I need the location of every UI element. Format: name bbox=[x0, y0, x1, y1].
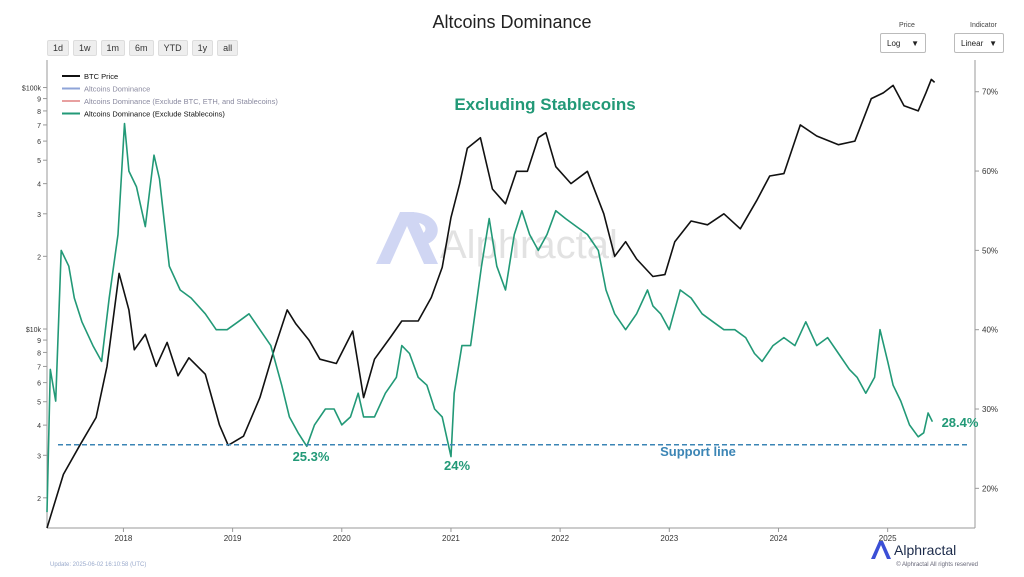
range-button-1m[interactable]: 1m bbox=[100, 40, 126, 56]
left-tick-label: 5 bbox=[37, 158, 41, 165]
x-tick-label: 2018 bbox=[115, 534, 133, 543]
left-tick-label: 9 bbox=[37, 338, 41, 345]
x-tick-label: 2019 bbox=[224, 534, 242, 543]
update-timestamp: Update: 2025-06-02 16:10:58 (UTC) bbox=[50, 562, 147, 568]
left-tick-label: 7 bbox=[37, 123, 41, 130]
left-tick-label: 7 bbox=[37, 364, 41, 371]
indicator-scale-value: Linear bbox=[961, 38, 984, 48]
indicator-scale-select[interactable]: Linear ▼ bbox=[954, 33, 1004, 53]
x-tick-label: 2025 bbox=[879, 534, 897, 543]
x-tick-label: 2020 bbox=[333, 534, 351, 543]
legend-item: Altcoins Dominance (Exclude Stablecoins) bbox=[84, 110, 225, 119]
altcoin-dominance-ex-stable-line bbox=[46, 122, 934, 513]
indicator-scale-label: Indicator bbox=[970, 22, 997, 29]
headline-annotation: Excluding Stablecoins bbox=[454, 95, 635, 114]
left-tick-label: $10k bbox=[26, 327, 42, 334]
watermark: Alphractal bbox=[376, 212, 618, 267]
left-tick-label: 2 bbox=[37, 254, 41, 261]
left-tick-label: 6 bbox=[37, 139, 41, 146]
range-button-all[interactable]: all bbox=[217, 40, 239, 56]
x-tick-label: 2021 bbox=[442, 534, 460, 543]
price-scale-label: Price bbox=[899, 22, 915, 29]
right-tick-label: 40% bbox=[982, 326, 998, 335]
x-tick-label: 2022 bbox=[551, 534, 569, 543]
left-tick-label: 4 bbox=[37, 423, 41, 430]
right-tick-label: 60% bbox=[982, 167, 998, 176]
legend-item: Altcoins Dominance (Exclude BTC, ETH, an… bbox=[84, 97, 278, 106]
chevron-down-icon: ▼ bbox=[911, 38, 919, 48]
left-tick-label: 5 bbox=[37, 400, 41, 407]
support-annotation: Support line bbox=[660, 444, 736, 459]
left-tick-label: 4 bbox=[37, 182, 41, 189]
left-tick-label: 8 bbox=[37, 109, 41, 116]
legend: BTC Price Altcoins Dominance Altcoins Domi… bbox=[62, 72, 278, 119]
btc-price-line bbox=[46, 78, 936, 529]
chevron-down-icon: ▼ bbox=[989, 38, 997, 48]
left-tick-label: 9 bbox=[37, 97, 41, 104]
range-button-1w[interactable]: 1w bbox=[73, 40, 97, 56]
left-tick-label: 3 bbox=[37, 453, 41, 460]
watermark-text: Alphractal bbox=[440, 223, 618, 267]
right-tick-label: 50% bbox=[982, 246, 998, 255]
copyright: © Alphractal All rights reserved bbox=[896, 562, 978, 568]
left-tick-label: $100k bbox=[22, 86, 42, 93]
left-tick-label: 2 bbox=[37, 496, 41, 503]
right-tick-label: 20% bbox=[982, 484, 998, 493]
current-value-annotation: 28.4% bbox=[942, 415, 979, 430]
left-tick-label: 6 bbox=[37, 381, 41, 388]
brand-logo: Alphractal bbox=[870, 540, 956, 560]
logo-text: Alphractal bbox=[894, 542, 957, 558]
range-button-1y[interactable]: 1y bbox=[191, 40, 214, 56]
left-tick-label: 8 bbox=[37, 350, 41, 357]
legend-item: Altcoins Dominance bbox=[84, 85, 150, 94]
x-tick-label: 2024 bbox=[770, 534, 788, 543]
low-2021-annotation: 24% bbox=[444, 458, 470, 473]
price-scale-value: Log bbox=[887, 38, 901, 48]
x-tick-label: 2023 bbox=[660, 534, 678, 543]
right-tick-label: 70% bbox=[982, 88, 998, 97]
right-tick-label: 30% bbox=[982, 405, 998, 414]
range-button-1d[interactable]: 1d bbox=[47, 40, 70, 56]
range-button-ytd[interactable]: YTD bbox=[157, 40, 188, 56]
page-title: Altcoins Dominance bbox=[432, 12, 592, 32]
price-scale-select[interactable]: Log ▼ bbox=[880, 33, 926, 53]
range-button-6m[interactable]: 6m bbox=[129, 40, 154, 56]
legend-item: BTC Price bbox=[84, 72, 118, 81]
low-2019-annotation: 25.3% bbox=[293, 449, 330, 464]
alphractal-logo-icon bbox=[871, 541, 891, 559]
left-tick-label: 3 bbox=[37, 212, 41, 219]
range-selector: 1d 1w 1m 6m YTD 1y all bbox=[47, 40, 239, 56]
